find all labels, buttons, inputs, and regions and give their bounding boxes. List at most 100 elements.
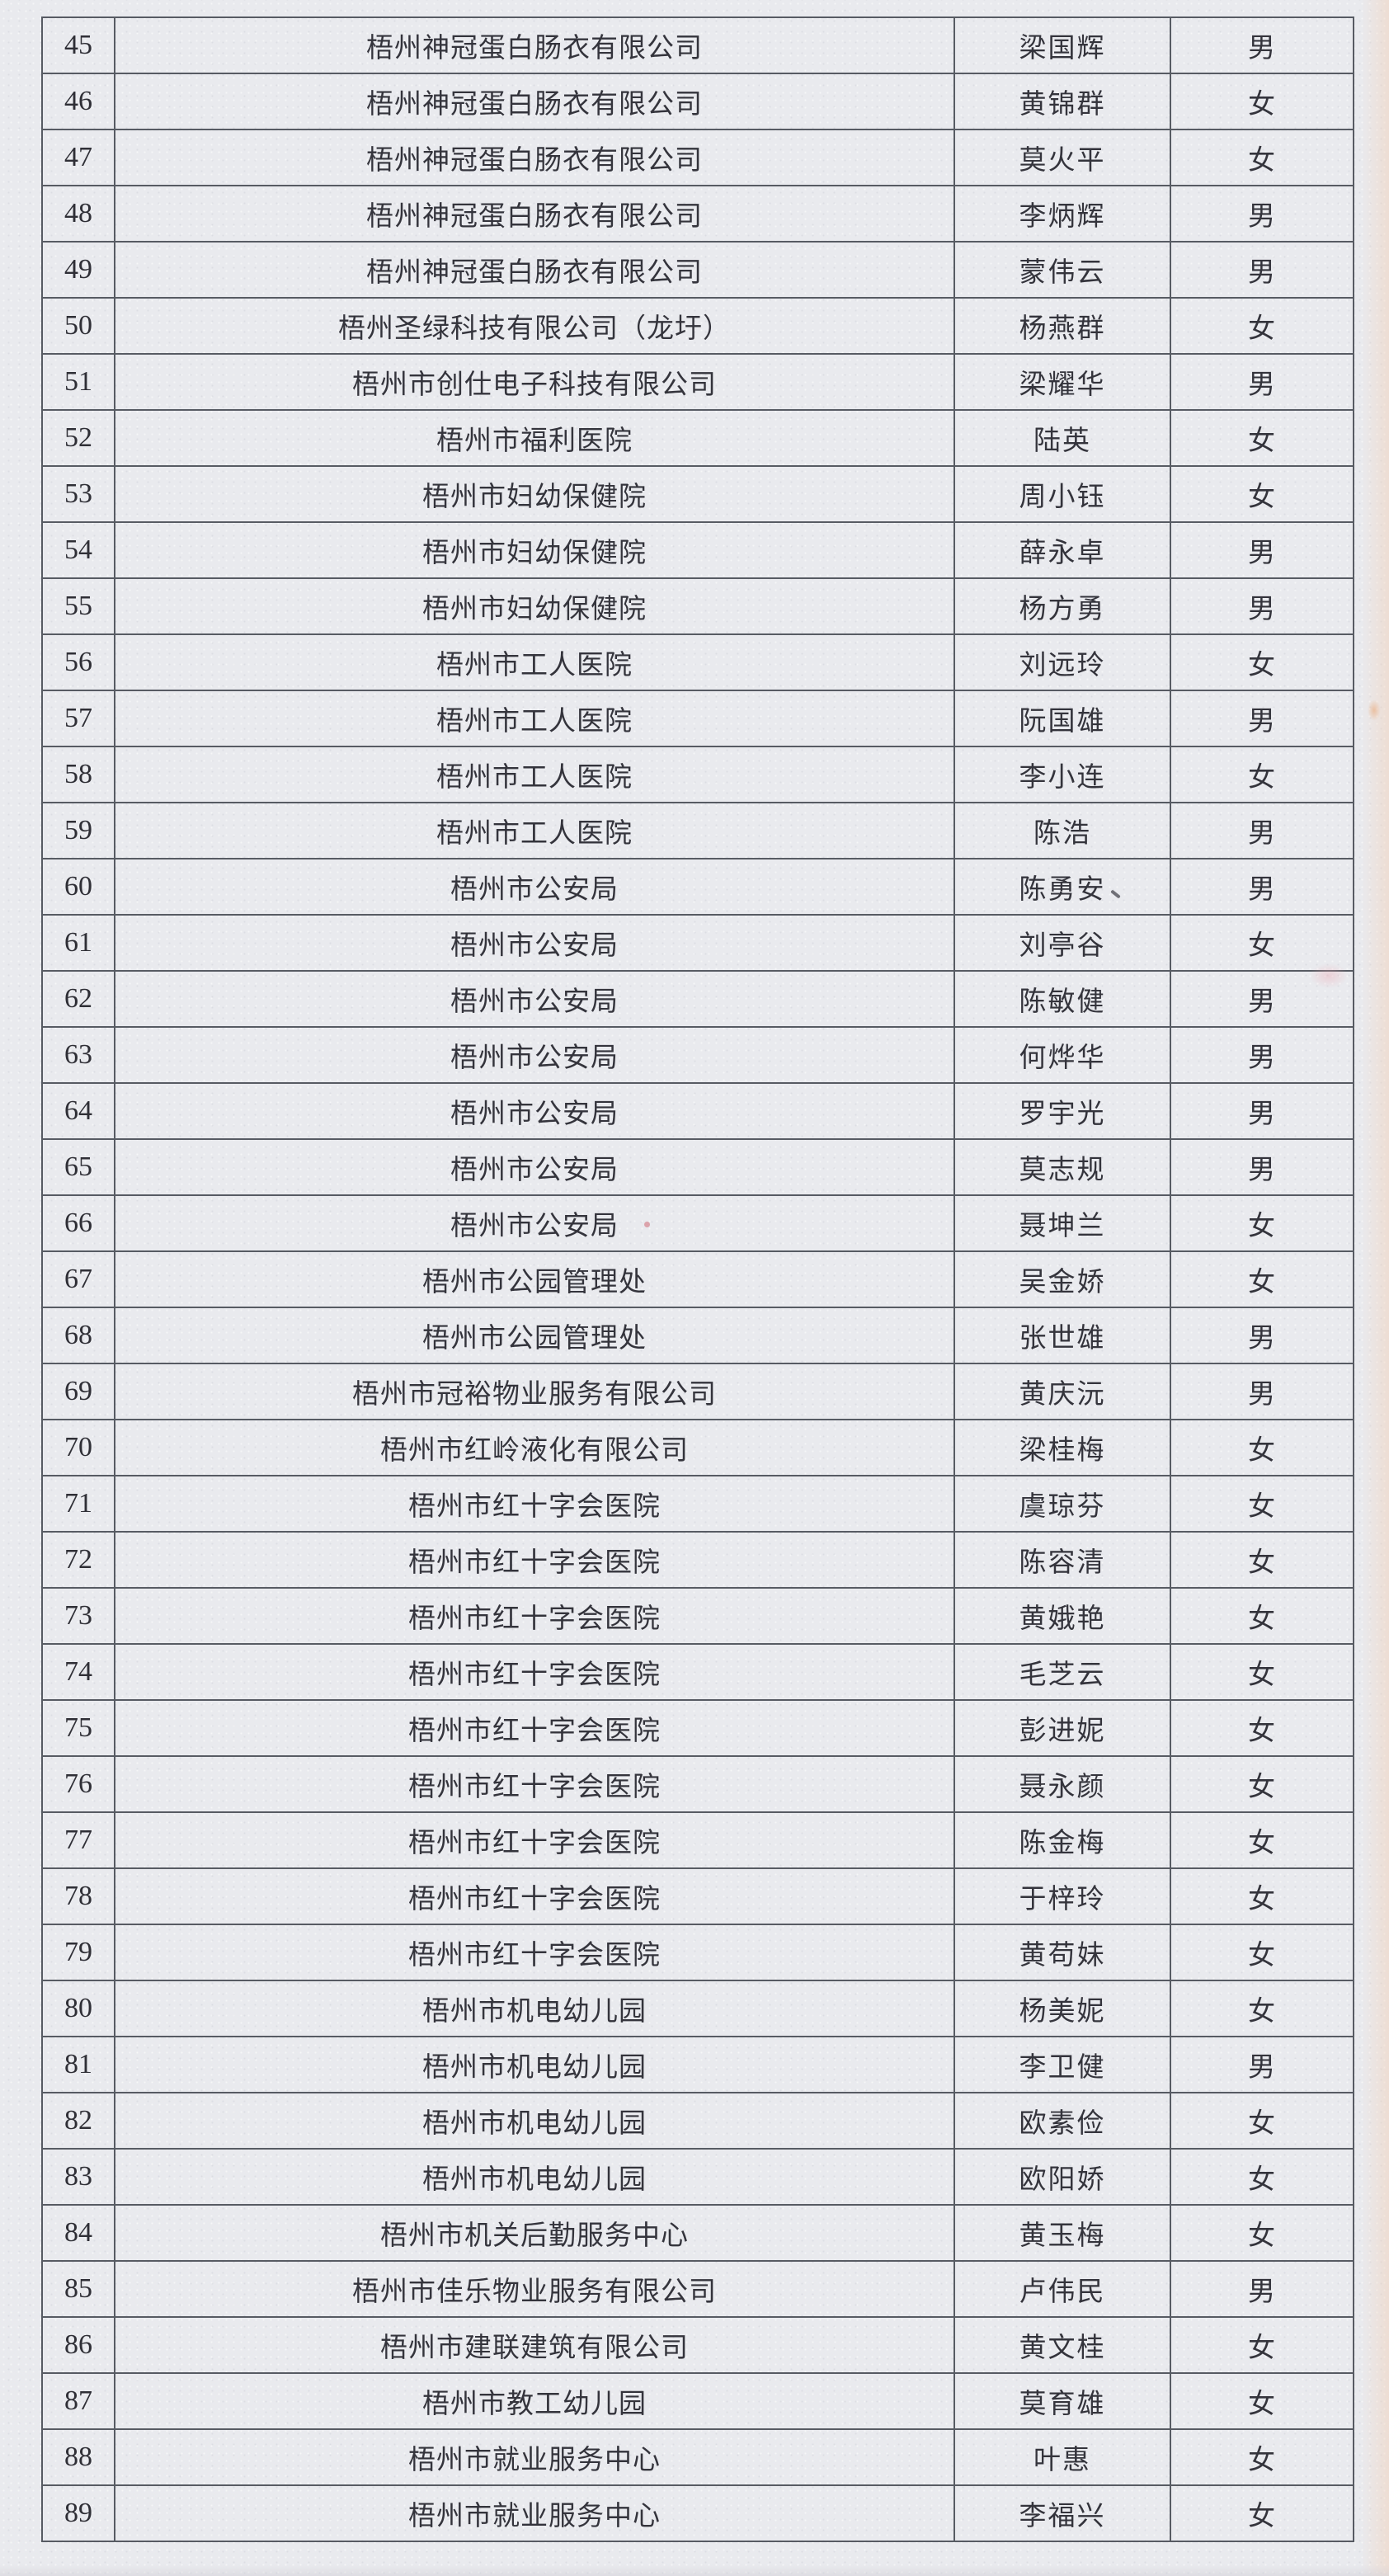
person-name: 何烨华 [955,1028,1171,1082]
org-name: 梧州市红十字会医院 [115,1701,955,1755]
person-name: 陆英 [955,411,1171,465]
table-row: 59 梧州市工人医院 陈浩 男 [43,803,1353,859]
row-number: 54 [43,523,115,577]
table-row: 80 梧州市机电幼儿园 杨美妮 女 [43,1981,1353,2037]
table-row: 58 梧州市工人医院 李小连 女 [43,747,1353,803]
gender-value: 女 [1248,1885,1276,1914]
table-row: 85 梧州市佳乐物业服务有限公司 卢伟民 男 [43,2262,1353,2318]
gender-value: 女 [1248,1492,1276,1522]
person-name: 叶惠 [955,2430,1171,2484]
person-name: 李小连 [955,747,1171,802]
gender-value: 女 [1248,2333,1276,2363]
row-number: 71 [43,1476,115,1531]
person-name: 莫志规 [955,1140,1171,1194]
table-row: 62 梧州市公安局 陈敏健 男 [43,972,1353,1028]
org-name: 梧州神冠蛋白肠衣有限公司 [115,243,955,297]
table-row: 61 梧州市公安局 刘亭谷 女 [43,916,1353,972]
org-name: 梧州市公园管理处 [115,1308,955,1363]
gender-value: 女 [1248,1436,1276,1466]
row-number: 56 [43,635,115,690]
person-name: 李福兴 [955,2486,1171,2541]
row-number: 74 [43,1645,115,1699]
gender-value: 女 [1248,314,1276,344]
row-number: 82 [43,2093,115,2148]
person-name: 杨燕群 [955,299,1171,353]
gender-value: 女 [1248,1773,1276,1802]
gender-value: 男 [1248,875,1276,905]
table-row: 60 梧州市公安局 陈勇安 男 [43,859,1353,916]
person-name: 莫育雄 [955,2374,1171,2428]
gender-value: 男 [1248,1380,1276,1410]
table-row: 83 梧州市机电幼儿园 欧阳娇 女 [43,2150,1353,2206]
person-name: 于梓玲 [955,1869,1171,1924]
table-row: 84 梧州市机关后勤服务中心 黄玉梅 女 [43,2206,1353,2262]
org-name: 梧州市红十字会医院 [115,1476,955,1531]
row-number: 69 [43,1364,115,1419]
gender-value: 女 [1248,1717,1276,1746]
row-number: 68 [43,1308,115,1363]
person-name: 黄庆沅 [955,1364,1171,1419]
row-number: 49 [43,243,115,297]
gender-value: 女 [1248,1829,1276,1858]
org-name: 梧州市妇幼保健院 [115,523,955,577]
table-row: 63 梧州市公安局 何烨华 男 [43,1028,1353,1084]
org-name: 梧州市机关后勤服务中心 [115,2206,955,2260]
org-name: 梧州市工人医院 [115,803,955,858]
gender-value: 男 [1248,2053,1276,2083]
gender-value: 女 [1248,1268,1276,1297]
gender-value: 男 [1248,34,1276,64]
row-number: 73 [43,1589,115,1643]
org-name: 梧州市公安局 [115,1028,955,1082]
table-row: 53 梧州市妇幼保健院 周小钰 女 [43,467,1353,523]
table-row: 49 梧州神冠蛋白肠衣有限公司 蒙伟云 男 [43,243,1353,299]
person-name: 黄文桂 [955,2318,1171,2372]
row-number: 84 [43,2206,115,2260]
table-row: 66 梧州市公安局 聂坤兰 女 [43,1196,1353,1252]
table-row: 89 梧州市就业服务中心 李福兴 女 [43,2486,1353,2542]
org-name: 梧州圣绿科技有限公司（龙圩） [115,299,955,353]
org-name: 梧州市冠裕物业服务有限公司 [115,1364,955,1419]
row-number: 77 [43,1813,115,1867]
person-name: 卢伟民 [955,2262,1171,2316]
org-name: 梧州市工人医院 [115,691,955,746]
person-name: 黄锦群 [955,74,1171,129]
gender-value: 女 [1248,931,1276,961]
person-name: 周小钰 [955,467,1171,521]
row-number: 80 [43,1981,115,2036]
gender-value: 女 [1248,763,1276,793]
org-name: 梧州市红十字会医院 [115,1869,955,1924]
person-name: 刘远玲 [955,635,1171,690]
person-name: 刘亭谷 [955,916,1171,970]
table-row: 68 梧州市公园管理处 张世雄 男 [43,1308,1353,1364]
row-number: 48 [43,186,115,241]
org-name: 梧州市红十字会医院 [115,1533,955,1587]
org-name: 梧州市福利医院 [115,411,955,465]
person-name: 梁耀华 [955,355,1171,409]
person-name: 吴金娇 [955,1252,1171,1307]
table-row: 64 梧州市公安局 罗宇光 男 [43,1084,1353,1140]
person-name: 梁桂梅 [955,1420,1171,1475]
gender-value: 男 [1248,202,1276,232]
person-name: 聂坤兰 [955,1196,1171,1250]
gender-value: 女 [1248,1941,1276,1971]
org-name: 梧州市佳乐物业服务有限公司 [115,2262,955,2316]
table-row: 76 梧州市红十字会医院 聂永颜 女 [43,1757,1353,1813]
gender-value: 女 [1248,1548,1276,1578]
table-row: 71 梧州市红十字会医院 虞琼芬 女 [43,1476,1353,1533]
gender-value: 男 [1248,1156,1276,1185]
gender-value: 女 [1248,651,1276,680]
person-name: 阮国雄 [955,691,1171,746]
org-name: 梧州市机电幼儿园 [115,2037,955,2092]
gender-value: 女 [1248,483,1276,512]
table-row: 78 梧州市红十字会医院 于梓玲 女 [43,1869,1353,1925]
table-row: 50 梧州圣绿科技有限公司（龙圩） 杨燕群 女 [43,299,1353,355]
person-name: 薛永卓 [955,523,1171,577]
gender-value: 女 [1248,426,1276,456]
gender-value: 男 [1248,539,1276,568]
person-name: 莫火平 [955,130,1171,185]
table-row: 46 梧州神冠蛋白肠衣有限公司 黄锦群 女 [43,74,1353,130]
gender-value: 男 [1248,370,1276,400]
org-name: 梧州市机电幼儿园 [115,1981,955,2036]
table-row: 67 梧州市公园管理处 吴金娇 女 [43,1252,1353,1308]
row-number: 55 [43,579,115,633]
